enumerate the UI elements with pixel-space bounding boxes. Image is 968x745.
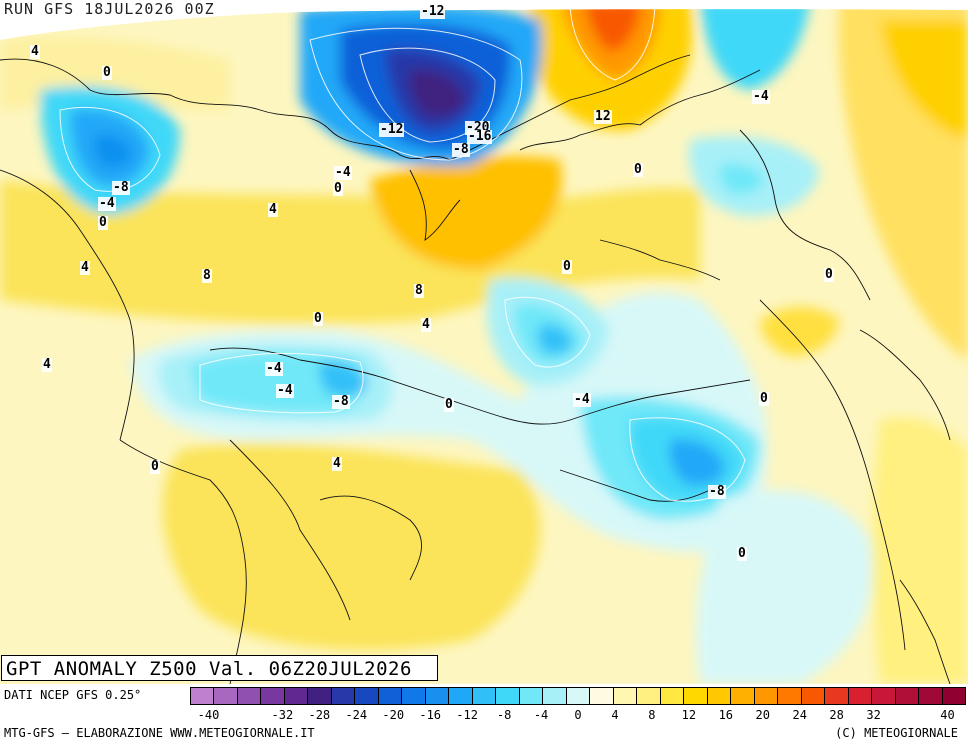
- legend-swatch: [191, 688, 215, 704]
- legend-swatch: [519, 688, 544, 704]
- legend-swatch: [707, 688, 732, 704]
- legend-tick-label: 12: [681, 708, 697, 722]
- legend-swatch: [378, 688, 403, 704]
- legend-swatch: [801, 688, 826, 704]
- map-title: GPT ANOMALY Z500 Val. 06Z20JUL2026: [6, 658, 412, 680]
- contour-label: 0: [150, 459, 160, 474]
- legend-swatch: [214, 688, 238, 704]
- contour-label: 0: [562, 259, 572, 274]
- contour-label: -8: [708, 484, 726, 499]
- contour-label: -4: [98, 196, 116, 211]
- legend-swatch: [496, 688, 520, 704]
- legend-tick-label: -16: [419, 708, 442, 722]
- legend-tick-label: 4: [611, 708, 619, 722]
- legend-swatch: [308, 688, 332, 704]
- contour-label: -8: [452, 142, 470, 157]
- contour-label: 0: [737, 546, 747, 561]
- legend-tick-label: 40: [940, 708, 955, 722]
- legend-swatch: [472, 688, 497, 704]
- contour-label: -16: [467, 129, 493, 144]
- footer: DATI NCEP GFS 0.25° -40 -32 -28 -24 -20 -16 -1…: [0, 684, 968, 745]
- legend-swatch: [402, 688, 426, 704]
- contour-label: -12: [379, 122, 405, 137]
- legend-swatch: [566, 688, 591, 704]
- contour-label: -8: [332, 394, 350, 409]
- credits-label: MTG-GFS — ELABORAZIONE WWW.METEOGIORNALE…: [4, 726, 315, 740]
- anomaly-field: [0, 0, 968, 684]
- legend-tick-label: 0: [574, 708, 582, 722]
- contour-label: 4: [268, 202, 278, 217]
- contour-label: 0: [824, 267, 834, 282]
- contour-label: 4: [42, 357, 52, 372]
- run-title: RUN GFS 18JUL2026 00Z: [4, 0, 215, 18]
- legend-swatch: [284, 688, 309, 704]
- contour-label: -12: [420, 4, 446, 19]
- legend-tick-label: -4: [533, 708, 549, 722]
- legend-swatch: [425, 688, 450, 704]
- legend-tick-label: 20: [755, 708, 770, 722]
- contour-label: 0: [313, 311, 323, 326]
- legend-tick-label: -12: [456, 708, 478, 722]
- legend-tick-label: 16: [718, 708, 734, 722]
- contour-label: 0: [444, 397, 454, 412]
- contour-label: 12: [594, 109, 612, 124]
- contour-label: 0: [333, 181, 343, 196]
- legend-swatch: [754, 688, 779, 704]
- contour-label: 4: [80, 260, 90, 275]
- legend-tick-label: 24: [792, 708, 807, 722]
- legend-swatch: [637, 688, 661, 704]
- legend-tick-label: -8: [496, 708, 512, 722]
- legend-tick-label: -24: [345, 708, 368, 722]
- legend-swatch: [684, 688, 708, 704]
- legend-tick-label: 28: [829, 708, 844, 722]
- contour-label: 8: [414, 283, 424, 298]
- color-legend-ticks: -40 -32 -28 -24 -20 -16 -12 -8 -4 0 4 8 12 16 20 24 28 32…: [190, 708, 966, 722]
- map-title-box: GPT ANOMALY Z500 Val. 06Z20JUL2026: [1, 655, 438, 681]
- contour-label: -4: [334, 165, 352, 180]
- contour-label: -4: [752, 89, 770, 104]
- legend-swatch: [660, 688, 685, 704]
- legend-swatch: [825, 688, 849, 704]
- legend-swatch: [848, 688, 873, 704]
- contour-label: -4: [573, 392, 591, 407]
- legend-tick-label: 32: [866, 708, 881, 722]
- contour-label: 4: [30, 44, 40, 59]
- legend-swatch: [590, 688, 614, 704]
- legend-swatch: [261, 688, 285, 704]
- contour-label: -4: [265, 361, 283, 376]
- contour-label: 8: [202, 268, 212, 283]
- legend-swatch: [872, 688, 896, 704]
- legend-tick-label: 8: [648, 708, 656, 722]
- copyright-label: (C) METEOGIORNALE: [835, 726, 958, 740]
- legend-swatch: [895, 688, 920, 704]
- legend-tick-label: -32: [271, 708, 294, 722]
- legend-swatch: [543, 688, 567, 704]
- legend-swatch: [331, 688, 356, 704]
- contour-label: -8: [112, 180, 130, 195]
- legend-tick-label: -40: [197, 708, 220, 722]
- legend-swatch: [731, 688, 755, 704]
- contour-label: 4: [332, 456, 342, 471]
- contour-label: 4: [421, 317, 431, 332]
- legend-swatch: [778, 688, 802, 704]
- legend-tick-label: -28: [308, 708, 331, 722]
- contour-label: -4: [276, 383, 294, 398]
- legend-swatch: [237, 688, 262, 704]
- color-legend-bar: [190, 687, 966, 705]
- legend-swatch: [449, 688, 473, 704]
- data-source-label: DATI NCEP GFS 0.25°: [4, 688, 142, 702]
- contour-label: 0: [102, 65, 112, 80]
- legend-swatch: [355, 688, 379, 704]
- legend-swatch: [613, 688, 638, 704]
- anomaly-map: RUN GFS 18JUL2026 00Z -12 4 0 12 -4 -12 -20 -16…: [0, 0, 968, 684]
- contour-label: 0: [759, 391, 769, 406]
- legend-swatch: [919, 688, 943, 704]
- contour-label: 0: [98, 215, 108, 230]
- legend-swatch: [942, 688, 965, 704]
- legend-tick-label: -20: [382, 708, 405, 722]
- contour-label: 0: [633, 162, 643, 177]
